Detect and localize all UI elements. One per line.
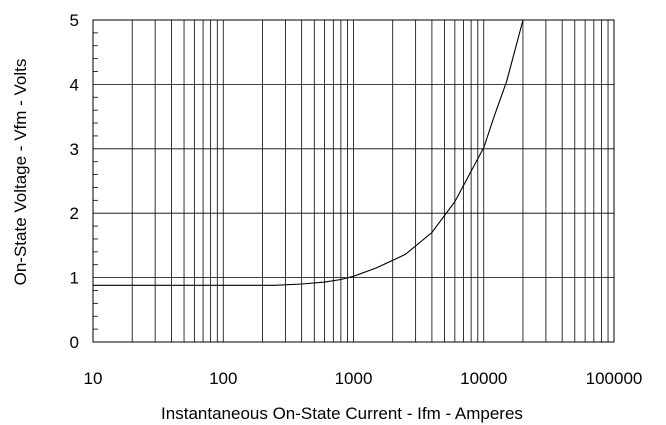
y-axis-title: On-State Voltage - Vfm - Volts: [11, 59, 30, 286]
tick-label-layer: 10 100 1000 10000 100000 0 1 2 3 4 5: [70, 11, 643, 388]
y-tick-label: 4: [70, 75, 79, 94]
x-axis-title: Instantaneous On-State Current - Ifm - A…: [161, 404, 523, 423]
y-tick-label: 0: [70, 333, 79, 352]
grid-layer: [92, 19, 615, 343]
y-tick-label: 5: [70, 11, 79, 30]
x-tick-label: 10: [84, 369, 103, 388]
series-layer: [93, 19, 524, 286]
x-tick-label: 100: [209, 369, 237, 388]
plot-frame: [92, 19, 615, 343]
x-tick-label: 10000: [460, 369, 507, 388]
y-tick-label: 3: [70, 140, 79, 159]
y-tick-label: 1: [70, 269, 79, 288]
x-tick-label: 100000: [586, 369, 643, 388]
x-tick-label: 1000: [335, 369, 373, 388]
series-line: [93, 19, 524, 286]
y-tick-label: 2: [70, 204, 79, 223]
